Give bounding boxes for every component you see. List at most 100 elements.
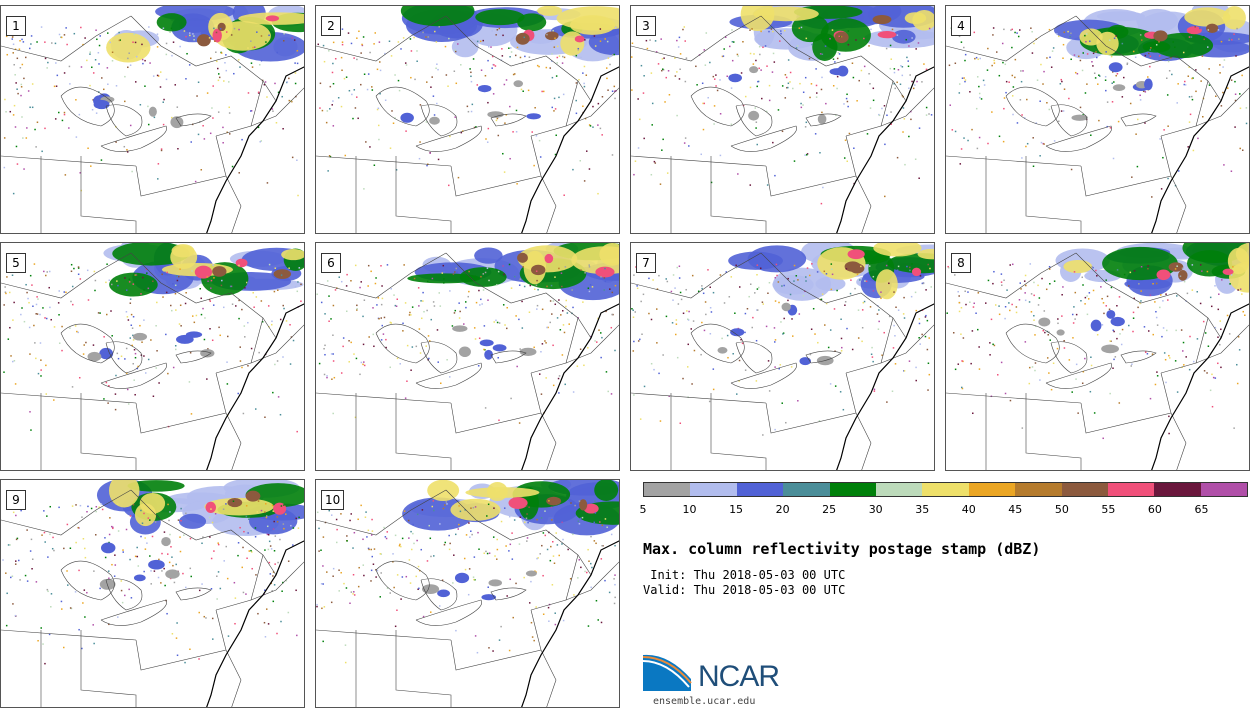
speckle (257, 91, 260, 94)
speckle (295, 517, 297, 520)
speckle (969, 91, 971, 93)
speckle (1217, 362, 1219, 365)
speckle (400, 545, 402, 548)
echo-cell (100, 542, 116, 554)
speckle (322, 565, 324, 567)
speckle (333, 376, 336, 379)
speckle (212, 117, 214, 119)
speckle (454, 50, 457, 53)
speckle (276, 360, 279, 362)
speckle (847, 30, 850, 32)
speckle (354, 264, 357, 267)
speckle (125, 347, 128, 350)
speckle (279, 413, 282, 416)
speckle (989, 354, 991, 356)
speckle (959, 163, 962, 165)
speckle (13, 301, 15, 304)
speckle (978, 346, 980, 348)
speckle (710, 311, 713, 313)
speckle (1046, 57, 1048, 59)
speckle (432, 301, 435, 303)
speckle (610, 393, 613, 395)
speckle (765, 325, 768, 328)
speckle (554, 37, 556, 39)
speckle (1030, 27, 1032, 29)
speckle (633, 340, 635, 343)
speckle (502, 265, 504, 267)
reflectivity-map (1, 6, 304, 233)
speckle (1070, 58, 1072, 61)
boundary-line (395, 630, 452, 707)
speckle (1056, 33, 1058, 35)
speckle (27, 90, 30, 92)
speckle (1220, 40, 1223, 43)
boundary-line (1075, 252, 1222, 339)
speckle (382, 333, 385, 335)
speckle (680, 298, 683, 301)
speckle (226, 383, 229, 385)
speckle (432, 500, 435, 502)
speckle (542, 90, 545, 93)
speckle (905, 38, 908, 41)
echo-core (235, 258, 248, 268)
speckle (245, 515, 248, 518)
echo-cell (1090, 319, 1102, 332)
speckle (926, 319, 929, 322)
speckle (405, 575, 408, 578)
echo-cell (1056, 329, 1065, 336)
speckle (686, 310, 688, 312)
speckle (326, 110, 329, 112)
speckle (272, 575, 274, 577)
speckle (601, 336, 603, 339)
speckle (511, 532, 513, 534)
speckle (15, 82, 17, 84)
speckle (656, 288, 659, 290)
speckle (1074, 318, 1076, 320)
speckle (1219, 64, 1221, 66)
speckle (737, 55, 740, 57)
boundary-line (946, 392, 1082, 404)
speckle (53, 85, 56, 88)
speckle (785, 76, 788, 79)
speckle (389, 147, 392, 149)
member-number-label: 8 (951, 253, 971, 273)
speckle (40, 375, 42, 377)
speckle (1003, 107, 1005, 110)
echo-cell (454, 572, 470, 584)
speckle (548, 500, 550, 502)
speckle (251, 66, 254, 68)
speckle (954, 274, 956, 276)
speckle (425, 121, 428, 123)
echo-cell (1063, 259, 1093, 274)
speckle (1088, 292, 1091, 294)
speckle (1061, 315, 1063, 317)
speckle (498, 419, 500, 421)
speckle (3, 166, 6, 169)
speckle (230, 285, 233, 288)
speckle (227, 335, 229, 338)
speckle (893, 68, 896, 70)
speckle (111, 283, 113, 286)
speckle (371, 89, 374, 91)
speckle (814, 133, 817, 135)
speckle (35, 303, 38, 306)
boundary-line (1120, 113, 1157, 127)
speckle (82, 353, 85, 355)
speckle (408, 314, 411, 316)
speckle (561, 543, 563, 545)
speckle (922, 282, 925, 285)
speckle (201, 583, 203, 585)
speckle (889, 44, 892, 47)
speckle (781, 130, 784, 133)
speckle (762, 46, 764, 49)
reflectivity-map (946, 243, 1249, 470)
speckle (825, 273, 828, 275)
speckle (213, 550, 215, 552)
speckle (1024, 299, 1027, 302)
speckle (4, 98, 6, 101)
speckle (405, 64, 408, 66)
speckle (435, 41, 438, 43)
speckle (773, 341, 776, 343)
speckle (417, 565, 420, 568)
speckle (563, 56, 566, 59)
